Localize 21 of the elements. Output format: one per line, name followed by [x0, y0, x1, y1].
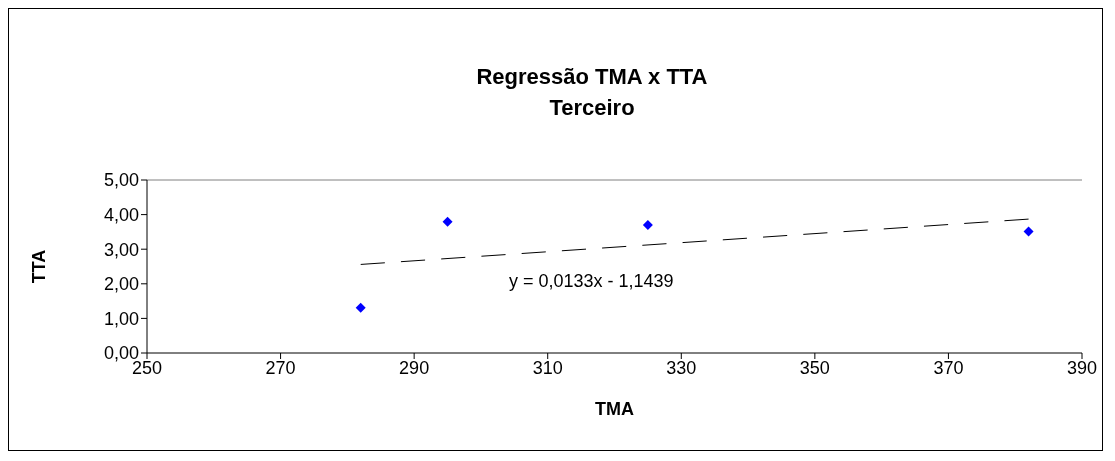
y-tick-label: 4,00 [103, 204, 139, 225]
point [355, 302, 366, 313]
x-tick-label: 330 [666, 357, 697, 378]
point [1023, 226, 1034, 237]
x-tick-label: 310 [532, 357, 563, 378]
point [642, 219, 653, 230]
x-tick-label: 290 [399, 357, 430, 378]
x-axis-title: TMA [595, 399, 634, 419]
y-tick-label: 3,00 [103, 239, 139, 260]
point [442, 216, 453, 227]
x-tick-label: 390 [1066, 357, 1098, 378]
chart-subtitle: Terceiro [548, 94, 636, 122]
x-tick-label: 270 [265, 357, 296, 378]
y-tick-label: 2,00 [103, 274, 139, 295]
annotation: y = 0,0133x - 1,1439 [509, 271, 674, 292]
y-tick-label: 1,00 [103, 308, 139, 329]
x-tick-label: 350 [799, 357, 830, 378]
y-tick-label: 5,00 [103, 170, 139, 191]
y-axis-title: TTA [29, 249, 50, 284]
chart-title: Regressão TMA x TTA [475, 63, 709, 91]
x-tick-label: 370 [933, 357, 964, 378]
